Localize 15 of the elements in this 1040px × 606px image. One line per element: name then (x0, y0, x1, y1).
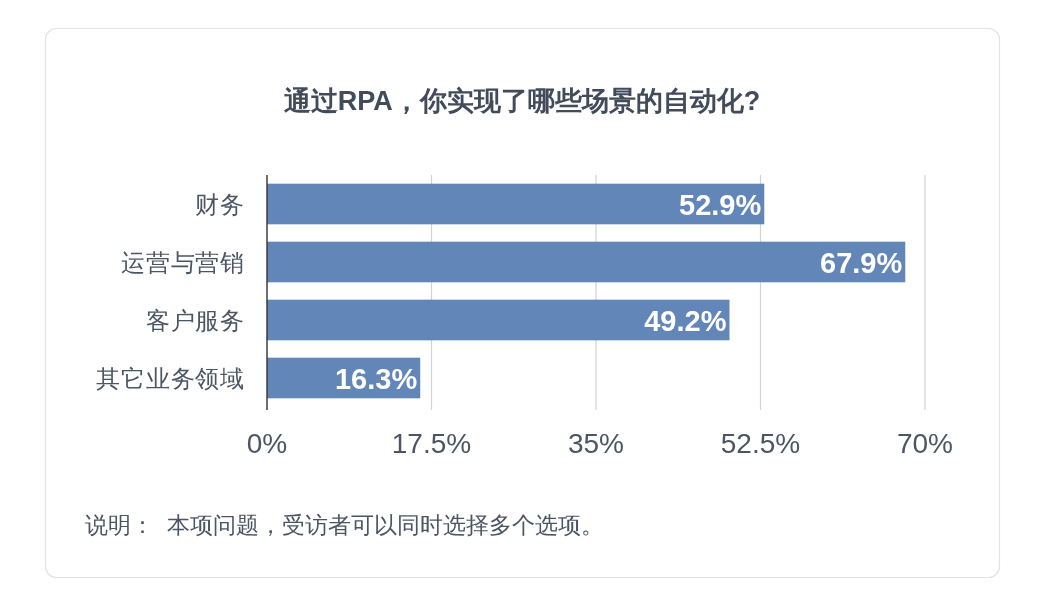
data-label: 52.9% (679, 189, 762, 221)
data-label: 49.2% (644, 305, 727, 337)
x-tick-label: 52.5% (720, 427, 801, 459)
y-tick-label: 财务 (195, 190, 245, 218)
annotation: 说明： 本项问题，受访者可以同时选择多个选项。 (85, 512, 604, 538)
y-tick-label: 运营与营销 (121, 248, 245, 276)
title: 通过RPA，你实现了哪些场景的自动化? (283, 86, 761, 116)
data-label: 16.3% (335, 363, 418, 395)
x-tick-label: 17.5% (391, 427, 472, 459)
y-tick-label: 其它业务领域 (96, 364, 245, 392)
data-label: 67.9% (820, 247, 903, 279)
x-tick-label: 35% (568, 427, 624, 459)
x-tick-label: 0% (246, 427, 288, 459)
y-tick-label: 客户服务 (145, 306, 245, 334)
x-tick-label: 70% (897, 427, 953, 459)
